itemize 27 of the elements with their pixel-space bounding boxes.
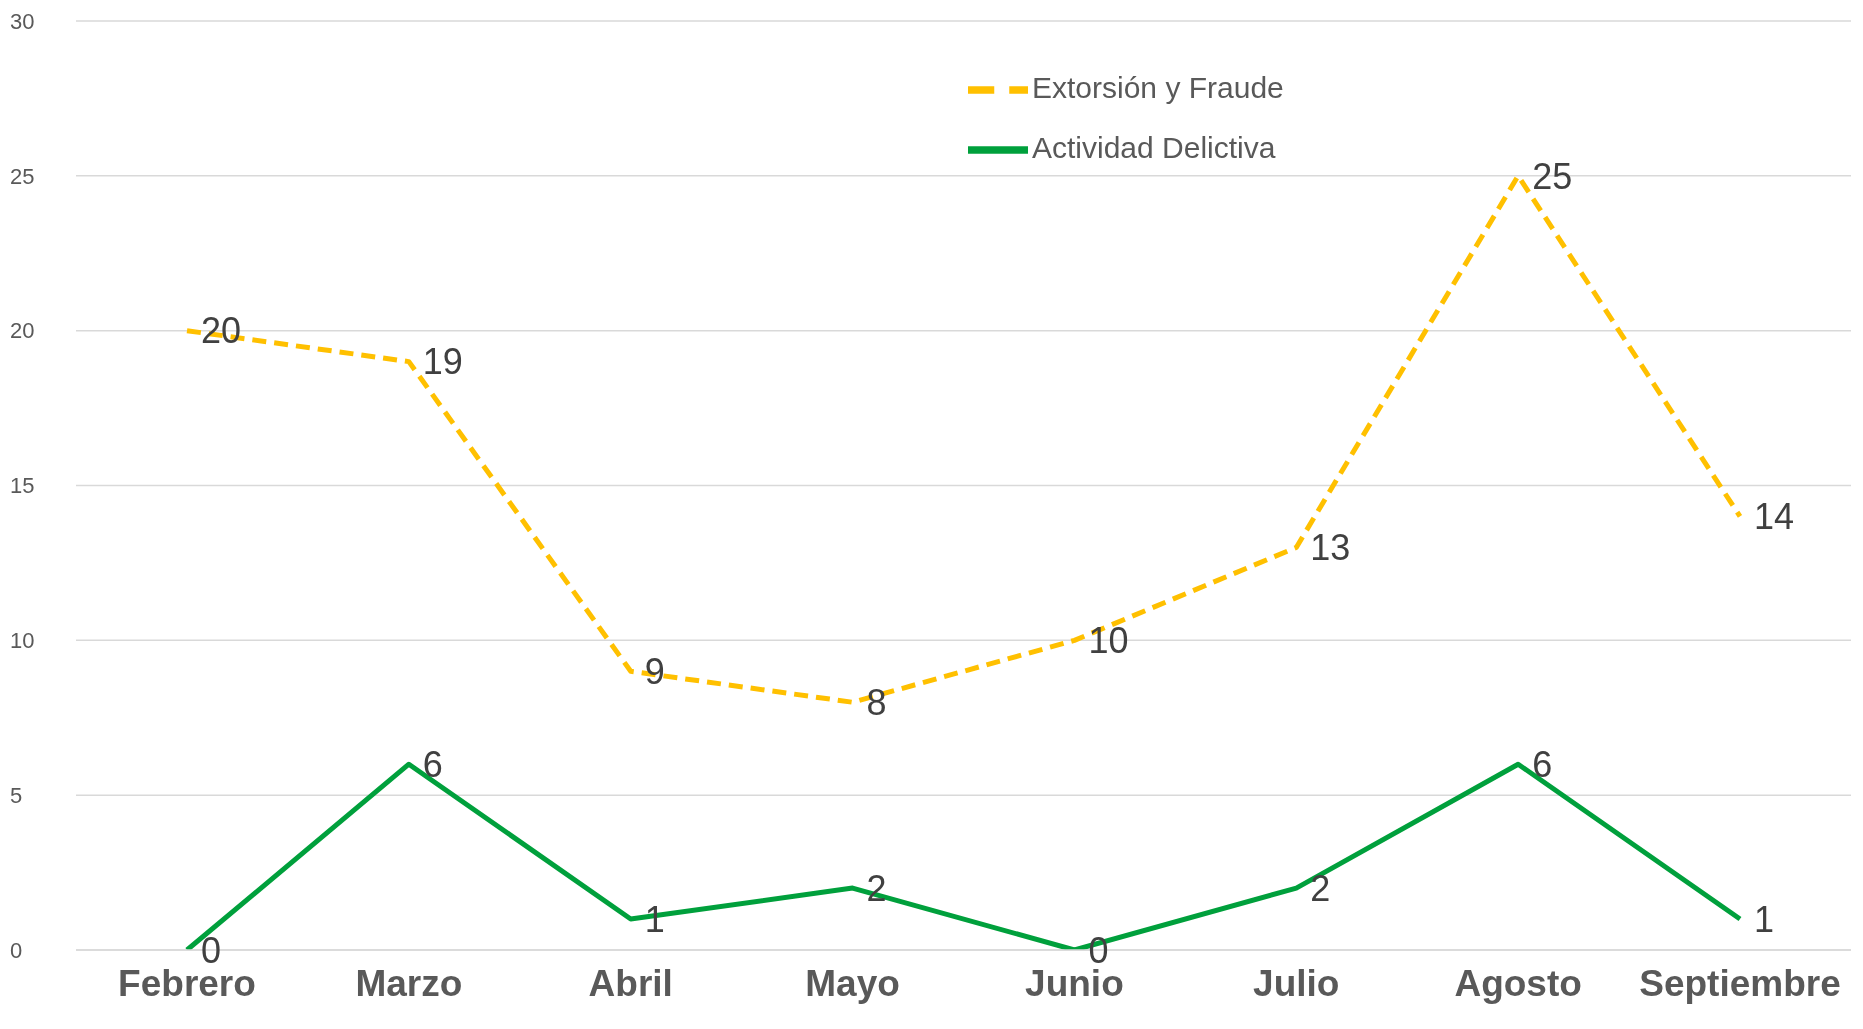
data-label: 19 [422,341,463,383]
legend-label: Extorsión y Fraude [1032,71,1284,104]
data-label: 2 [1310,867,1331,909]
x-tick-label: Marzo [355,963,463,1005]
y-tick-label: 0 [10,937,23,963]
data-label: 10 [1088,620,1129,662]
y-tick-label: 10 [10,628,35,654]
y-tick-label: 30 [10,8,35,34]
data-label: 6 [422,743,443,785]
data-label: 14 [1754,496,1795,538]
y-tick-label: 5 [10,782,23,808]
data-label: 8 [866,682,887,724]
x-tick-label: Agosto [1454,963,1582,1005]
data-label: 6 [1532,743,1553,785]
y-tick-label: 25 [10,163,35,189]
y-tick-label: 15 [10,473,35,499]
data-label: 13 [1310,527,1351,569]
x-tick-label: Septiembre [1639,963,1841,1005]
x-tick-label: Mayo [805,963,900,1005]
data-label: 9 [644,651,665,693]
x-tick-label: Julio [1253,963,1340,1005]
legend-label: Actividad Delictiva [1032,131,1276,165]
data-label: 1 [1754,898,1775,940]
x-tick-label: Abril [588,963,673,1005]
data-label: 25 [1532,155,1573,197]
y-tick-label: 20 [10,318,35,344]
x-tick-label: Junio [1025,963,1124,1005]
